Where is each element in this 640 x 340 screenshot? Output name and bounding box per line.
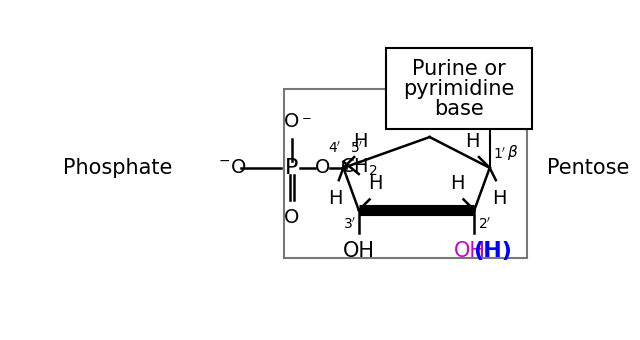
Text: (H): (H) [474,241,512,261]
Text: H: H [465,132,480,151]
Text: 5$'$: 5$'$ [349,140,363,155]
Text: H: H [353,132,367,151]
Text: O: O [284,112,300,131]
Text: Pentose: Pentose [547,158,630,178]
Text: base: base [434,99,484,119]
Text: H: H [328,189,343,208]
Text: $^{-}$: $^{-}$ [301,114,312,132]
Text: O: O [422,110,437,129]
Text: H: H [450,174,465,193]
Bar [284,88,527,258]
Text: 3$'$: 3$'$ [343,216,356,232]
Text: Phosphate: Phosphate [63,158,172,178]
Text: OH: OH [454,241,486,261]
Text: pyrimidine: pyrimidine [403,79,515,99]
Text: O: O [284,208,300,227]
Text: H: H [369,174,383,193]
Text: CH$_2$: CH$_2$ [340,157,378,178]
Text: 2$'$: 2$'$ [478,216,492,232]
Text: OH: OH [343,241,375,261]
Text: H: H [492,189,506,208]
Bar [386,48,532,129]
Text: β: β [507,145,516,160]
Text: P: P [285,158,298,178]
Text: 4$'$: 4$'$ [328,141,341,156]
Text: Purine or: Purine or [412,58,506,79]
Text: O: O [315,158,330,177]
Text: $^{-}$O: $^{-}$O [218,158,246,177]
Text: 1$'$: 1$'$ [493,147,506,162]
